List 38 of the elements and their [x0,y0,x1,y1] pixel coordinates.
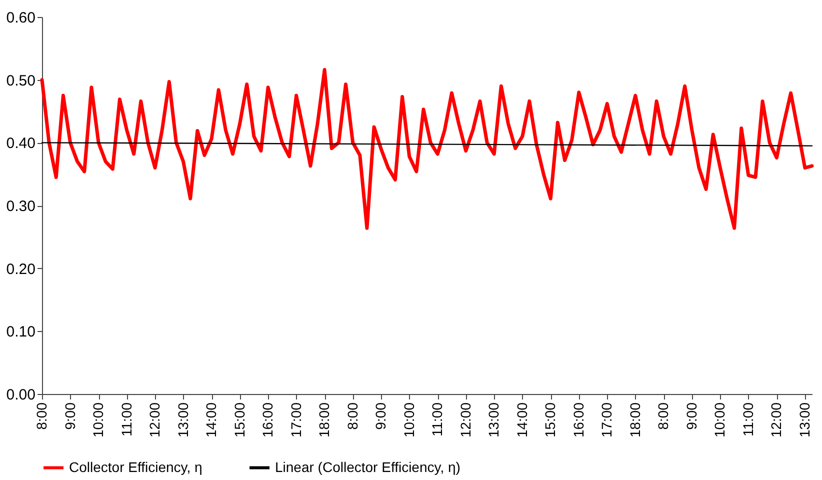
x-tick-label: 12:00 [457,402,474,438]
x-tick-label: 10:00 [90,402,106,438]
y-tick-label: 0.10 [6,324,36,341]
x-tick-label: 16:00 [570,402,586,438]
y-tick-label: 0.60 [6,10,36,26]
y-tick-label: 0.20 [6,260,36,278]
x-tick-label: 16:00 [260,402,276,438]
x-tick-label: 18:00 [626,402,643,438]
x-tick-label: 13:00 [174,402,191,438]
y-tick-label: 0.30 [6,198,36,215]
x-tick-label: 14:00 [514,402,530,438]
line-series [40,68,814,230]
x-tick-label: 18:00 [316,402,332,438]
y-tick-label: 0.50 [6,72,36,90]
x-tick-label: 8:00 [344,402,360,430]
x-tick-label: 10:00 [712,402,728,438]
x-tick-label: 11:00 [429,402,446,436]
x-tick-label: 13:00 [796,402,812,438]
x-tick-label: 17:00 [288,402,304,438]
x-tick-label: 13:00 [486,402,502,438]
x-tick-label: 10:00 [400,402,417,438]
x-tick-label: 9:00 [683,402,700,430]
x-tick-label: 8:00 [34,402,50,430]
x-tick-label: 15:00 [231,402,248,438]
x-tick-label: 17:00 [598,402,615,438]
legend-label: Collector Efficiency, η [69,458,202,475]
x-tick-label: 8:00 [655,402,672,430]
y-tick-label: 0.40 [6,135,36,152]
x-tick-label: 15:00 [542,402,558,438]
x-tick-label: 12:00 [146,402,163,438]
x-tick-label: 12:00 [768,402,784,438]
x-tick-label: 14:00 [203,402,220,438]
x-tick-label: 9:00 [62,402,78,430]
y-tick-label: 0.00 [6,386,36,404]
x-tick-label: 11:00 [740,402,756,436]
legend-label: Linear (Collector Efficiency, η) [275,458,460,475]
x-tick-label: 9:00 [372,402,389,430]
x-tick-label: 11:00 [118,402,134,436]
